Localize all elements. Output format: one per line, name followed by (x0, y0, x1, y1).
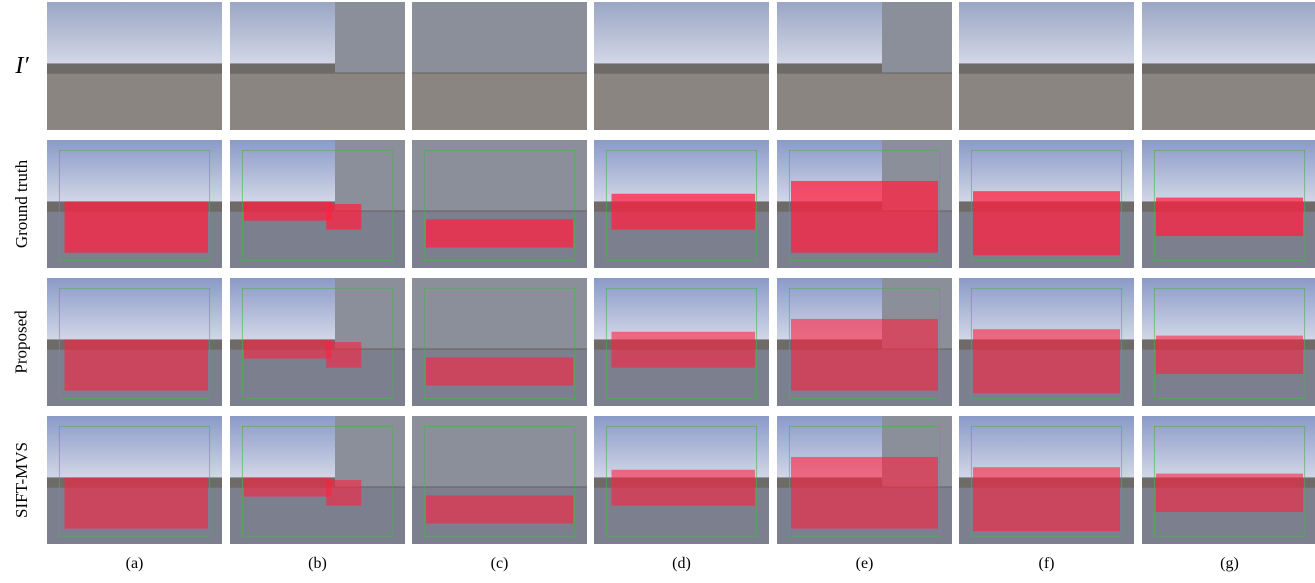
image-panel (594, 416, 769, 544)
ground (959, 66, 1134, 130)
row-label: I′ (0, 2, 44, 130)
image-panel (594, 140, 769, 268)
sky (1142, 416, 1315, 480)
building (335, 416, 405, 486)
sky (47, 2, 222, 66)
sky (594, 2, 769, 66)
building (335, 278, 405, 348)
image-panel (47, 2, 222, 130)
change-region (791, 319, 938, 391)
change-region (973, 467, 1120, 531)
change-region (973, 329, 1120, 393)
ground (412, 66, 587, 130)
building (335, 2, 405, 72)
sky (1142, 2, 1315, 66)
image-panel (230, 140, 405, 268)
image-panel (1142, 2, 1315, 130)
column-label: (g) (1142, 555, 1315, 573)
image-panel (959, 2, 1134, 130)
change-region (244, 201, 332, 220)
change-region (426, 357, 573, 385)
change-region (426, 495, 573, 523)
change-region (1156, 198, 1303, 236)
sky (47, 140, 222, 204)
image-panel (777, 416, 952, 544)
column-label: (e) (777, 555, 952, 573)
change-region (791, 457, 938, 529)
building (412, 2, 587, 72)
image-panel (1142, 278, 1315, 406)
debris (1142, 63, 1315, 73)
row-label-text: Ground truth (12, 160, 32, 248)
debris (47, 63, 222, 73)
ground (47, 66, 222, 130)
sky (1142, 140, 1315, 204)
image-panel (47, 416, 222, 544)
image-panel (412, 2, 587, 130)
ground (230, 66, 405, 130)
building (412, 416, 587, 486)
change-region (791, 181, 938, 253)
change-region (65, 201, 209, 252)
image-panel (959, 278, 1134, 406)
image-panel (959, 140, 1134, 268)
sky (47, 416, 222, 480)
column-label: (c) (412, 555, 587, 573)
change-region (973, 191, 1120, 255)
image-panel (777, 140, 952, 268)
ground (594, 66, 769, 130)
column-label: (d) (594, 555, 769, 573)
row-label: Proposed (0, 278, 44, 406)
building (412, 278, 587, 348)
column-label: (a) (47, 555, 222, 573)
image-panel (1142, 416, 1315, 544)
image-panel (959, 416, 1134, 544)
change-region (1156, 474, 1303, 512)
image-panel (47, 278, 222, 406)
image-panel (230, 278, 405, 406)
row-label-text: Proposed (12, 310, 32, 373)
figure: I′ Ground truth Proposed SIFT-MVS (a) (b) (c) (… (0, 0, 1315, 583)
row-label-text: SIFT-MVS (12, 442, 32, 518)
debris (959, 63, 1134, 73)
image-panel (1142, 140, 1315, 268)
image-panel (412, 278, 587, 406)
change-region (426, 219, 573, 247)
change-region (612, 194, 756, 230)
sky (959, 2, 1134, 66)
change-region (326, 204, 361, 230)
building (335, 140, 405, 210)
image-panel (777, 278, 952, 406)
row-label: Ground truth (0, 140, 44, 268)
change-region (65, 339, 209, 390)
change-region (326, 342, 361, 368)
building (412, 140, 587, 210)
change-region (65, 477, 209, 528)
image-panel (594, 2, 769, 130)
change-region (326, 480, 361, 506)
change-region (244, 339, 332, 358)
change-region (612, 470, 756, 506)
image-panel (47, 140, 222, 268)
sky (1142, 278, 1315, 342)
debris (594, 63, 769, 73)
ground (777, 66, 952, 130)
building (882, 2, 952, 72)
change-region (1156, 336, 1303, 374)
image-panel (412, 140, 587, 268)
image-panel (412, 416, 587, 544)
sky (47, 278, 222, 342)
image-panel (230, 416, 405, 544)
change-region (612, 332, 756, 368)
row-label-text: I′ (15, 53, 28, 80)
image-panel (594, 278, 769, 406)
image-panel (777, 2, 952, 130)
row-label: SIFT-MVS (0, 416, 44, 544)
column-label: (b) (230, 555, 405, 573)
column-label: (f) (959, 555, 1134, 573)
ground (1142, 66, 1315, 130)
change-region (244, 477, 332, 496)
image-panel (230, 2, 405, 130)
